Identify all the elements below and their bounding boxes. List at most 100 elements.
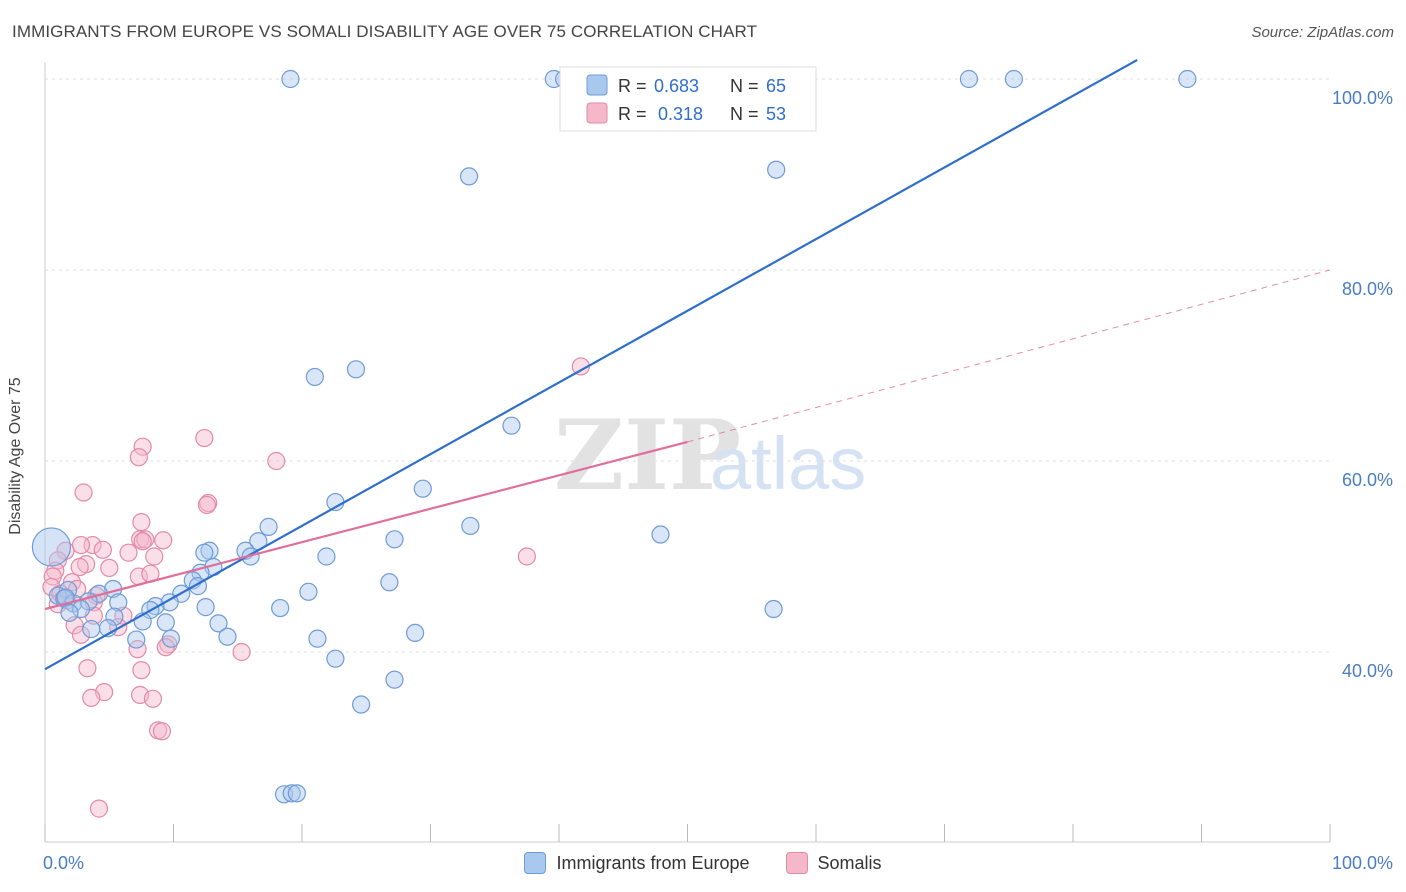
somali-point xyxy=(145,547,164,566)
legend-label-somalis: Somalis xyxy=(817,852,882,873)
europe-point xyxy=(287,784,306,803)
somali-point xyxy=(132,513,151,532)
somali-point xyxy=(152,722,172,741)
europe-point xyxy=(31,527,72,567)
europe-point xyxy=(60,603,79,622)
somali-trend-line xyxy=(44,440,688,611)
somali-point xyxy=(267,451,286,471)
europe-point xyxy=(195,543,214,562)
somali-point xyxy=(71,625,91,644)
europe-point xyxy=(385,530,404,549)
grid-lines xyxy=(45,78,1330,653)
europe-point xyxy=(1178,69,1197,89)
somali-point xyxy=(78,659,97,678)
europe-point xyxy=(209,614,228,633)
europe-point xyxy=(305,367,324,387)
europe-legend-swatch xyxy=(586,74,608,96)
watermark: ZIP atlas xyxy=(554,399,866,512)
europe-point xyxy=(1004,69,1023,89)
somali-n-label: N = xyxy=(730,104,759,124)
europe-n-label: N = xyxy=(730,76,759,96)
europe-point xyxy=(196,598,215,617)
europe-point xyxy=(161,629,181,648)
somali-point xyxy=(156,638,175,657)
legend-item-somalis: Somalis xyxy=(785,852,882,874)
europe-r-label: R = xyxy=(618,76,647,96)
europe-point xyxy=(651,525,670,544)
somali-point xyxy=(232,642,251,662)
somali-point xyxy=(517,547,536,566)
europe-point xyxy=(109,593,128,612)
trend-lines xyxy=(44,58,1331,671)
europe-point xyxy=(317,547,336,566)
europe-point xyxy=(459,167,479,186)
europe-point xyxy=(218,627,237,646)
somali-point xyxy=(82,688,101,707)
somali-point xyxy=(195,428,214,448)
europe-point xyxy=(352,695,371,714)
europe-point xyxy=(282,784,301,803)
europe-point xyxy=(405,623,425,643)
somali-point xyxy=(154,531,173,550)
europe-point xyxy=(274,785,294,804)
europe-point xyxy=(271,598,290,618)
x-tick-label: 100.0% xyxy=(1332,853,1393,873)
legend-swatch-europe xyxy=(524,852,547,874)
europe-point xyxy=(767,160,786,179)
legend-swatch-somalis xyxy=(785,852,808,874)
europe-point xyxy=(461,516,480,536)
somali-point xyxy=(129,448,148,467)
somali-point xyxy=(70,557,89,577)
somali-point xyxy=(93,540,112,559)
europe-point xyxy=(156,613,175,632)
somali-n-value: 53 xyxy=(766,104,786,124)
legend-item-europe: Immigrants from Europe xyxy=(524,852,750,874)
europe-trend-line xyxy=(44,58,1138,671)
somali-point xyxy=(89,799,109,818)
europe-points xyxy=(31,69,1197,804)
europe-point xyxy=(413,479,432,498)
europe-point xyxy=(502,416,521,435)
europe-point xyxy=(82,619,101,639)
somali-point xyxy=(100,558,119,578)
somali-trend-extension xyxy=(687,269,1331,443)
somali-r-value: 0.318 xyxy=(658,104,703,124)
europe-point xyxy=(308,629,327,648)
watermark-zip: ZIP xyxy=(554,399,741,512)
bottom-legend: Immigrants from Europe Somalis xyxy=(0,852,1406,874)
axes xyxy=(44,62,1331,843)
europe-r-value: 0.683 xyxy=(654,76,699,96)
source-label: Source: ZipAtlas.com xyxy=(1251,24,1394,41)
legend-label-europe: Immigrants from Europe xyxy=(556,852,750,873)
europe-point xyxy=(299,582,318,601)
y-tick-label: 60.0% xyxy=(1342,470,1393,490)
somali-point xyxy=(130,530,150,549)
europe-point xyxy=(127,630,146,649)
somali-point xyxy=(133,532,152,551)
somali-point xyxy=(132,661,151,680)
watermark-atlas: atlas xyxy=(710,422,866,505)
somali-point xyxy=(143,689,163,708)
tick-labels: 40.0% 60.0% 80.0% 100.0% 0.0% 100.0% xyxy=(43,88,1393,873)
somali-point xyxy=(71,535,91,555)
europe-point xyxy=(959,69,979,89)
somali-r-label: R = xyxy=(618,104,647,124)
somali-point xyxy=(136,530,155,549)
y-tick-label: 40.0% xyxy=(1342,661,1393,681)
europe-point xyxy=(281,69,300,89)
somali-legend-swatch xyxy=(586,102,608,124)
europe-point xyxy=(346,360,366,379)
europe-point xyxy=(380,573,399,592)
europe-point xyxy=(385,670,404,689)
europe-n-value: 65 xyxy=(766,76,786,96)
chart-title: IMMIGRANTS FROM EUROPE VS SOMALI DISABIL… xyxy=(12,22,758,41)
somali-point xyxy=(119,543,138,562)
stats-legend: R = 0.683 N = 65 R = 0.318 N = 53 xyxy=(559,66,817,132)
x-tick-label: 0.0% xyxy=(43,853,84,873)
europe-point xyxy=(259,517,278,536)
somali-point xyxy=(128,640,147,659)
europe-point xyxy=(764,599,783,619)
europe-point xyxy=(105,607,124,626)
somali-point xyxy=(197,495,217,515)
